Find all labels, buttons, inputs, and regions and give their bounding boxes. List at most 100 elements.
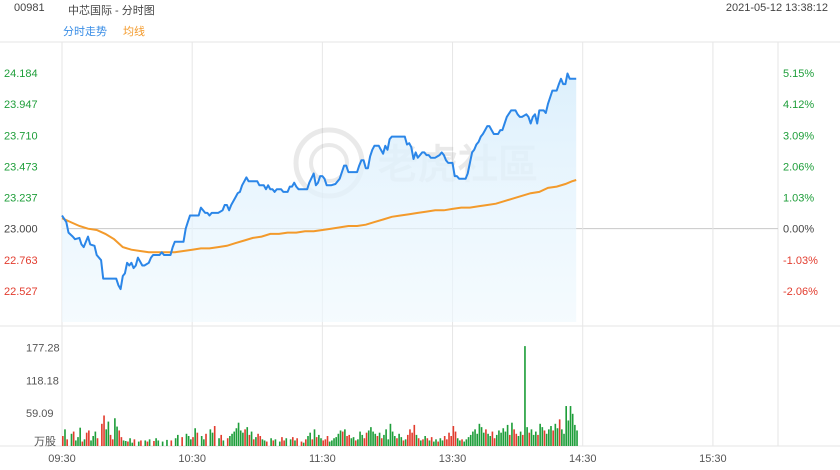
volume-bar — [378, 432, 381, 446]
volume-bar — [291, 437, 294, 446]
volume-bar — [252, 439, 255, 446]
volume-bar — [72, 431, 75, 446]
volume-bar — [415, 434, 418, 446]
volume-bar — [248, 434, 251, 446]
y-tick-label-right: -2.06% — [783, 286, 818, 298]
volume-bar — [328, 441, 331, 446]
volume-bar — [413, 424, 416, 446]
volume-bar — [129, 438, 131, 446]
y-tick-label-left: 22.763 — [4, 255, 38, 267]
legend-price[interactable]: 分时走势 — [63, 26, 107, 38]
volume-bar — [361, 434, 364, 446]
volume-bar — [548, 429, 550, 446]
volume-bar — [203, 439, 205, 446]
volume-bar — [537, 434, 539, 446]
volume-bar — [393, 436, 396, 446]
chart-title: 中芯国际 - 分时图 — [68, 5, 155, 17]
volume-bar — [511, 422, 513, 446]
volume-bar — [153, 441, 155, 446]
volume-bar — [88, 430, 90, 446]
volume-bar — [476, 433, 479, 446]
volume-unit-label: 万股 — [34, 435, 56, 448]
y-tick-label-right: 0.00% — [783, 224, 814, 236]
volume-tick-label: 118.18 — [26, 375, 59, 387]
volume-bar — [313, 429, 316, 446]
volume-bar — [148, 439, 151, 446]
volume-bar — [81, 441, 84, 446]
volume-bar — [363, 438, 366, 446]
volume-bar — [430, 437, 433, 446]
volume-bar — [309, 432, 311, 446]
volume-bar — [294, 440, 296, 446]
volume-bar — [550, 426, 552, 446]
volume-bar — [305, 439, 307, 446]
volume-tick-label: 177.28 — [26, 343, 60, 355]
volume-bar — [90, 440, 92, 446]
volume-bar — [85, 432, 88, 446]
volume-bar — [521, 434, 524, 446]
legend-avg[interactable]: 均线 — [123, 26, 145, 38]
y-tick-label-right: 1.03% — [783, 193, 814, 205]
volume-bar — [261, 439, 264, 446]
volume-bar — [272, 440, 275, 446]
volume-bar — [502, 428, 505, 446]
axis-labels: 24.184 5.15% 23.947 4.12% 23.710 3.09% 23.473 2… — [4, 68, 818, 465]
y-tick-label-left: 23.473 — [4, 161, 38, 173]
volume-bar — [105, 429, 108, 446]
volume-bar — [250, 431, 253, 446]
volume-bar — [480, 427, 483, 446]
volume-bar — [324, 439, 327, 446]
volume-bar — [433, 441, 435, 446]
volume-bar — [344, 429, 346, 446]
volume-bar — [380, 438, 383, 446]
x-tick-label: 11:30 — [309, 453, 336, 465]
volume-bar — [211, 432, 214, 446]
volume-bar — [515, 433, 518, 446]
y-tick-label-right: 4.12% — [783, 99, 814, 111]
volume-bar — [109, 434, 112, 446]
volume-bar — [131, 442, 134, 446]
volume-bar — [187, 436, 190, 446]
volume-bar — [352, 437, 355, 446]
volume-bar — [495, 434, 498, 446]
volume-bar — [398, 433, 400, 446]
volume-bar — [122, 440, 125, 446]
volume-bar — [526, 427, 528, 446]
volume-bar — [370, 427, 372, 446]
volume-bar — [545, 433, 548, 446]
volume-bar — [387, 439, 390, 446]
volume-bar — [116, 426, 118, 446]
volume-bar — [558, 419, 561, 446]
volume-bar — [296, 438, 298, 446]
volume-bar — [556, 428, 559, 446]
volume-bar — [166, 439, 168, 446]
volume-bar — [114, 418, 116, 446]
volume-bars — [62, 346, 578, 446]
volume-bar — [311, 439, 314, 446]
volume-bar — [200, 436, 203, 446]
volume-bar — [255, 437, 257, 446]
volume-bar — [441, 440, 444, 446]
volume-bar — [465, 439, 468, 446]
volume-bar — [446, 439, 448, 446]
volume-bar — [120, 437, 123, 446]
volume-bar — [137, 441, 140, 446]
volume-bar — [452, 426, 455, 446]
volume-bar — [439, 438, 442, 446]
volume-bar — [322, 440, 324, 446]
y-tick-label-left: 23.237 — [4, 193, 38, 205]
volume-bar — [124, 441, 127, 446]
volume-bar — [437, 441, 439, 446]
volume-bar — [374, 433, 377, 446]
volume-bar — [539, 423, 541, 446]
volume-bar — [70, 433, 73, 446]
volume-bar — [244, 429, 246, 446]
volume-bar — [79, 427, 81, 446]
volume-bar — [498, 430, 500, 446]
chart-header: 00981 中芯国际 - 分时图 2021-05-12 13:38:12 — [0, 0, 840, 18]
volume-bar — [576, 430, 578, 446]
volume-bar — [565, 406, 567, 446]
volume-bar — [513, 429, 515, 446]
volume-bar — [107, 421, 110, 446]
